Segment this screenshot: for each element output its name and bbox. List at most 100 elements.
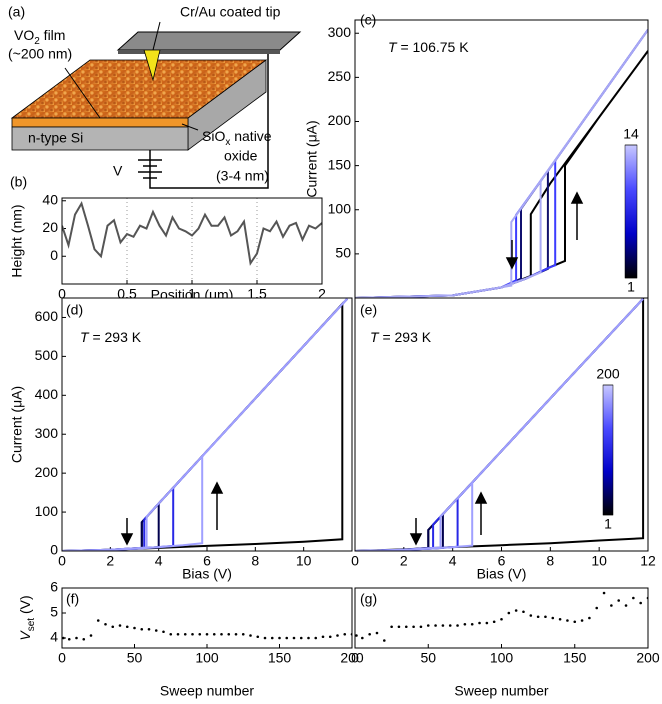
point <box>314 636 318 640</box>
panel: 0 50 100 150 200 4 5 6 (f) Sweep number Vset (V) <box>17 579 364 699</box>
point <box>492 620 496 624</box>
pointer <box>64 67 101 119</box>
point <box>89 634 93 637</box>
point <box>343 632 347 636</box>
x-tick-label: 4 <box>449 553 457 569</box>
point <box>522 610 525 614</box>
y-axis-label: Height (nm) <box>9 204 25 277</box>
x-tick-label: 100 <box>195 650 219 666</box>
point <box>111 625 115 629</box>
x-tick-label: 0 <box>351 650 359 666</box>
axes-frame <box>61 587 353 649</box>
x-tick-label: 4 <box>155 553 163 569</box>
point <box>234 632 238 636</box>
point <box>485 621 489 625</box>
point <box>176 632 180 636</box>
arrow-head <box>505 257 519 270</box>
annotation-part: = 293 K <box>89 329 142 345</box>
y-tick-label: 200 <box>328 112 352 128</box>
axes-frame <box>354 297 649 552</box>
point <box>536 615 540 619</box>
x-tick-label: 10 <box>296 553 312 569</box>
y-tick-label: 6 <box>50 579 58 595</box>
series-group <box>62 619 352 641</box>
point <box>147 627 151 631</box>
film-label-part: VO <box>14 27 34 43</box>
axes-frame <box>61 197 323 285</box>
point <box>285 636 289 640</box>
panel-label: (d) <box>66 302 83 318</box>
point <box>463 622 467 626</box>
point <box>212 632 216 636</box>
series-group <box>355 298 645 551</box>
x-tick-label: 150 <box>268 650 292 666</box>
x-tick-label: 200 <box>340 650 364 666</box>
series-group <box>62 298 348 551</box>
point <box>355 634 358 637</box>
panel-label: (f) <box>66 591 79 607</box>
panel-label: (c) <box>360 12 376 28</box>
point <box>639 601 642 605</box>
x-tick-label: 2 <box>400 553 408 569</box>
arrow-head <box>409 533 423 546</box>
point <box>529 614 533 617</box>
film-label-part: 2 <box>34 36 40 47</box>
y-tick-label: 250 <box>328 68 352 84</box>
arrow-head <box>120 533 134 546</box>
annotation: T = 293 K <box>370 329 432 345</box>
wire <box>149 46 269 189</box>
point <box>118 624 122 627</box>
ylabel-part: (V) <box>17 595 33 618</box>
point <box>551 616 555 620</box>
panel: 0 2 4 6 8 10 12 (e) Bias (V) T = 293 K 1 200 <box>351 297 656 582</box>
point <box>558 617 562 621</box>
y-tick-label: 50 <box>335 245 351 261</box>
annotation-part: = 106.75 K <box>397 39 470 55</box>
arrow-head <box>474 491 488 504</box>
tip-label: Cr/Au coated tip <box>180 4 281 20</box>
x-tick-label: 50 <box>420 650 436 666</box>
point <box>441 624 445 627</box>
curve <box>62 298 348 551</box>
point <box>456 624 459 627</box>
film-thickness: (~200 nm) <box>8 46 72 62</box>
x-tick-label: 2 <box>318 286 326 302</box>
point <box>602 591 606 595</box>
annotation-part: T <box>80 329 90 345</box>
point <box>96 619 100 622</box>
point <box>500 617 503 621</box>
y-tick-label: 100 <box>35 503 59 519</box>
point <box>183 632 187 636</box>
plot-area <box>62 298 352 551</box>
point <box>397 625 401 629</box>
axes-frame <box>354 587 649 649</box>
x-tick-label: 0 <box>58 553 66 569</box>
point <box>375 631 379 635</box>
x-tick-label: 8 <box>251 553 259 569</box>
point <box>154 629 158 632</box>
x-tick-label: 0 <box>58 286 66 302</box>
x-axis-label: Bias (V) <box>477 566 527 582</box>
y-tick-label: 100 <box>328 200 352 216</box>
y-axis-label: Current (μA) <box>9 386 25 463</box>
oxide-label: SiOx native <box>202 128 272 148</box>
tip-plate-edge <box>118 50 280 54</box>
x-tick-label: 50 <box>127 650 143 666</box>
tip-plate <box>116 31 302 51</box>
annotation: T = 106.75 K <box>388 39 469 55</box>
y-tick-label: 4 <box>50 629 58 645</box>
curve <box>62 200 322 266</box>
point <box>140 627 144 631</box>
y-axis-label: Current (μA) <box>304 120 320 197</box>
colorbar-label: 1 <box>604 516 612 532</box>
y-axis-label: Vset (V) <box>17 595 37 640</box>
annotation-part: = 293 K <box>379 329 432 345</box>
point <box>361 636 364 640</box>
point <box>617 599 620 602</box>
pointer <box>181 123 199 131</box>
point <box>448 624 452 627</box>
colorbar <box>624 144 638 279</box>
y-tick-label: 5 <box>50 604 58 620</box>
point <box>191 632 194 636</box>
